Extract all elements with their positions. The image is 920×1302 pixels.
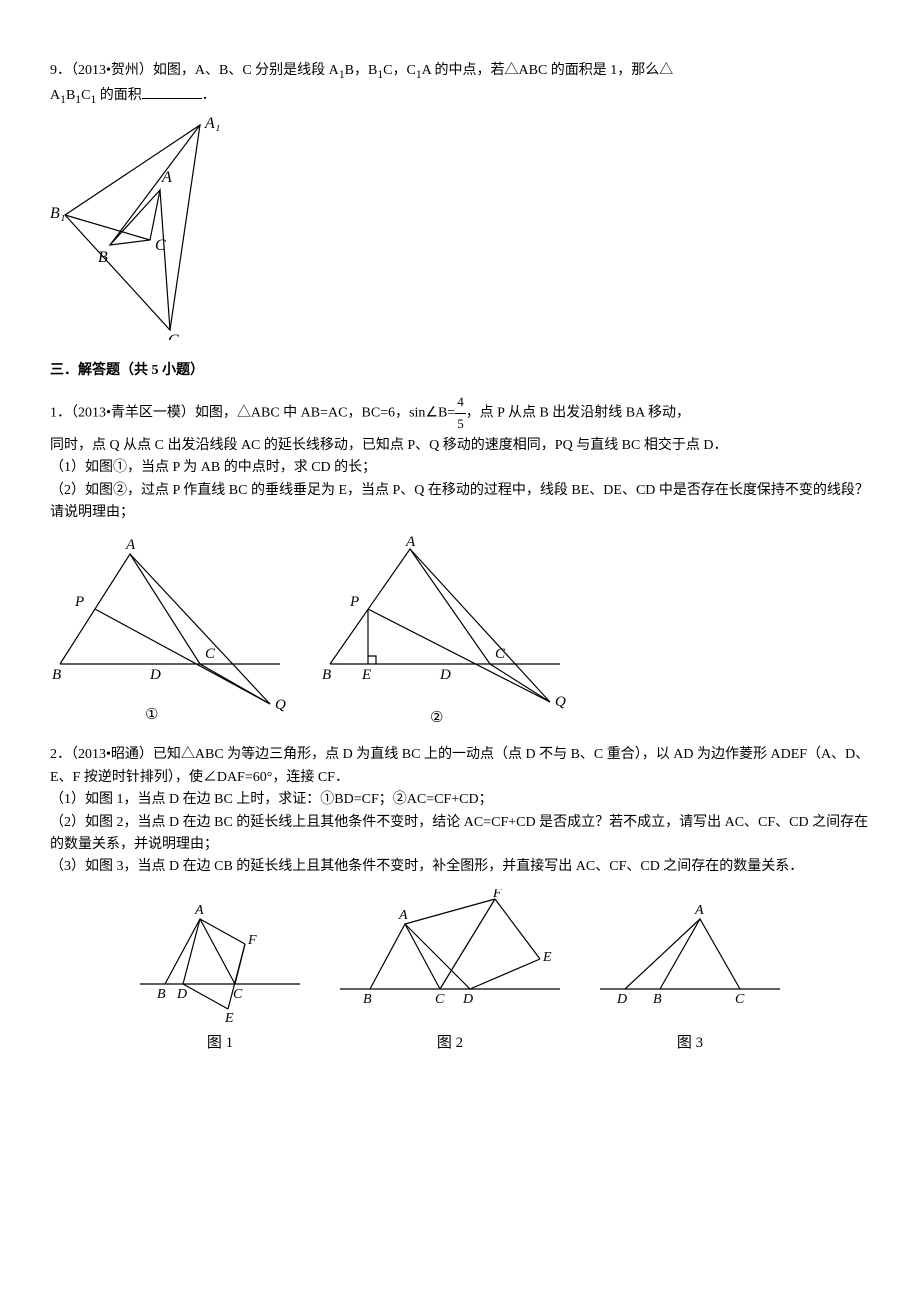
q1f1-P: P [74,594,84,610]
q1f1-A: A [125,537,136,553]
lbl-B1: B₁ [50,205,65,222]
q1f2-Q: Q [555,694,566,710]
q1f1-Q: Q [275,697,286,713]
q1f2-C: C [495,646,506,662]
problem-s3-2: 2．（2013•昭通）已知△ABC 为等边三角形，点 D 为直线 BC 上的一动… [50,744,870,1054]
p9-l2d: 的面积 [96,88,142,103]
figure-p9: A₁ A B₁ B C C₁ [50,110,250,340]
lbl-B: B [98,249,108,266]
figure-q2-2: A F E B C D [335,889,565,1029]
q1-part2: （2）如图②，过点 P 作直线 BC 的垂线垂足为 E，当点 P、Q 在移动的过… [50,480,870,525]
q1-frac-den: 5 [455,414,466,435]
lbl-A1: A₁ [204,115,220,132]
q2f2-A: A [398,908,408,923]
q1f1-C: C [205,646,216,662]
q1f2-P: P [349,594,359,610]
figure-q2-1: A F B D C E [135,889,305,1029]
q1f2-A: A [405,534,416,550]
p9-t2: B，B [345,63,378,78]
q2f3-A: A [694,903,704,918]
q2-fig1-block: A F B D C E 图 1 [135,889,305,1055]
q1f1-label: ① [145,707,158,723]
q1f2-E: E [361,667,371,683]
q2f1-A: A [194,903,204,918]
section-3-title: 三．解答题（共 5 小题） [50,360,870,382]
q1-line2: 同时，点 Q 从点 C 出发沿线段 AC 的延长线移动，已知点 P、Q 移动的速… [50,435,870,457]
p9-l2b: B [66,88,75,103]
q1f1-B: B [52,667,61,683]
q2f2-F: F [492,889,502,901]
q2f3-D: D [616,992,627,1007]
p9-period: ． [202,88,216,103]
q2-fig2-label: 图 2 [335,1031,565,1055]
q2f2-C: C [435,992,445,1007]
q1f1-D: D [149,667,161,683]
q2-fig3-label: 图 3 [595,1031,785,1055]
p9-t1: 9．（2013•贺州）如图，A、B、C 分别是线段 A [50,63,339,78]
q1-frac-num: 4 [455,392,466,414]
q2-part3: （3）如图 3，当点 D 在边 CB 的延长线上且其他条件不变时，补全图形，并直… [50,856,870,878]
q2f3-C: C [735,992,745,1007]
problem-s3-1: 1．（2013•青羊区一模）如图，△ABC 中 AB=AC，BC=6，sin∠B… [50,392,870,724]
q1f2-D: D [439,667,451,683]
figure-q2-3: A D B C [595,889,785,1029]
lbl-A: A [161,169,172,186]
q2f2-D: D [462,992,473,1007]
lbl-C: C [155,237,166,254]
q1-line1: 1．（2013•青羊区一模）如图，△ABC 中 AB=AC，BC=6，sin∠B… [50,392,870,435]
q2-fig1-label: 图 1 [135,1031,305,1055]
q2-fig3-block: A D B C 图 3 [595,889,785,1055]
problem-9: 9．（2013•贺州）如图，A、B、C 分别是线段 A1B，B1C，C1A 的中… [50,60,870,340]
q2f1-E: E [224,1011,234,1026]
q1-sin: sin∠B= [409,406,455,421]
q2-figures: A F B D C E 图 1 [50,889,870,1055]
p9-t4: A 的中点，若△ABC 的面积是 1，那么△ [422,63,674,78]
q2f1-C: C [233,987,243,1002]
figure-q1-1: A P B D C Q ① [50,534,300,724]
figure-q1-2: A P B E D C Q ② [320,534,580,724]
q2-part2: （2）如图 2，当点 D 在边 BC 的延长线上且其他条件不变时，结论 AC=C… [50,812,870,857]
q1-l1a: 1．（2013•青羊区一模）如图，△ABC 中 AB=AC，BC=6， [50,406,409,421]
q2f1-B: B [157,987,166,1002]
q2f2-E: E [542,950,552,965]
lbl-C1: C₁ [168,332,184,340]
q1-figures: A P B D C Q ① [50,534,870,724]
q1f2-label: ② [430,710,443,724]
q1-fraction: 45 [455,392,466,435]
q1f2-B: B [322,667,331,683]
q2-part1: （1）如图 1，当点 D 在边 BC 上时，求证：①BD=CF；②AC=CF+C… [50,789,870,811]
p9-t3: C，C [383,63,416,78]
q2f1-F: F [247,933,257,948]
blank-fill [142,84,202,99]
q1-l1b: ，点 P 从点 B 出发沿射线 BA 移动， [466,406,690,421]
q2-fig2-block: A F E B C D 图 2 [335,889,565,1055]
p9-l2a: A [50,88,60,103]
q1-part1: （1）如图①，当点 P 为 AB 的中点时，求 CD 的长； [50,457,870,479]
q2f1-D: D [176,987,187,1002]
q2-line1: 2．（2013•昭通）已知△ABC 为等边三角形，点 D 为直线 BC 上的一动… [50,744,870,789]
q2f3-B: B [653,992,662,1007]
problem-9-text: 9．（2013•贺州）如图，A、B、C 分别是线段 A1B，B1C，C1A 的中… [50,60,870,110]
q2f2-B: B [363,992,372,1007]
